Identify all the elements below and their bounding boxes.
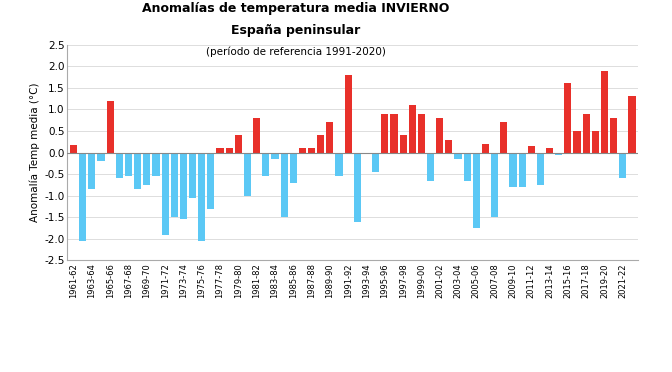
Bar [244, 153, 251, 196]
Y-axis label: Anomalía Temp media (°C): Anomalía Temp media (°C) [30, 83, 40, 222]
Bar [573, 131, 581, 153]
Bar [464, 153, 471, 180]
Bar [153, 153, 159, 176]
Text: Anomalías de temperatura media INVIERNO: Anomalías de temperatura media INVIERNO [142, 2, 450, 15]
Bar [143, 153, 151, 185]
Bar [290, 153, 297, 183]
Bar [436, 118, 444, 153]
Bar [208, 153, 214, 209]
Bar [271, 153, 279, 159]
Bar [198, 153, 206, 241]
Bar [592, 131, 599, 153]
Bar [409, 105, 416, 153]
Bar [116, 153, 123, 179]
Bar [628, 96, 636, 153]
Bar [620, 153, 626, 179]
Bar [482, 144, 489, 153]
Bar [281, 153, 288, 217]
Bar [235, 135, 242, 153]
Bar [500, 122, 507, 153]
Bar [180, 153, 187, 219]
Bar [491, 153, 498, 217]
Bar [519, 153, 526, 187]
Bar [427, 153, 434, 180]
Bar [400, 135, 407, 153]
Bar [70, 145, 77, 153]
Bar [546, 148, 553, 153]
Bar [353, 153, 361, 222]
Bar [79, 153, 86, 241]
Bar [418, 114, 425, 153]
Bar [446, 140, 452, 153]
Bar [97, 153, 105, 161]
Bar [390, 114, 398, 153]
Bar [226, 148, 233, 153]
Bar [253, 118, 260, 153]
Bar [327, 122, 333, 153]
Bar [161, 153, 169, 234]
Bar [528, 146, 535, 153]
Bar [216, 148, 224, 153]
Bar [335, 153, 343, 176]
Bar [564, 83, 571, 153]
Bar [262, 153, 269, 176]
Bar [189, 153, 196, 198]
Bar [454, 153, 462, 159]
Text: España peninsular: España peninsular [231, 24, 360, 37]
Bar [583, 114, 590, 153]
Bar [88, 153, 95, 189]
Bar [299, 148, 306, 153]
Bar [134, 153, 141, 189]
Bar [317, 135, 325, 153]
Bar [171, 153, 178, 217]
Bar [107, 101, 114, 153]
Bar [555, 153, 562, 155]
Bar [610, 118, 618, 153]
Bar [345, 75, 352, 153]
Text: (período de referencia 1991-2020): (período de referencia 1991-2020) [206, 46, 386, 57]
Bar [308, 148, 315, 153]
Bar [473, 153, 480, 228]
Bar [537, 153, 544, 185]
Bar [381, 114, 388, 153]
Bar [372, 153, 379, 172]
Bar [509, 153, 517, 187]
Bar [125, 153, 132, 176]
Bar [601, 71, 608, 153]
